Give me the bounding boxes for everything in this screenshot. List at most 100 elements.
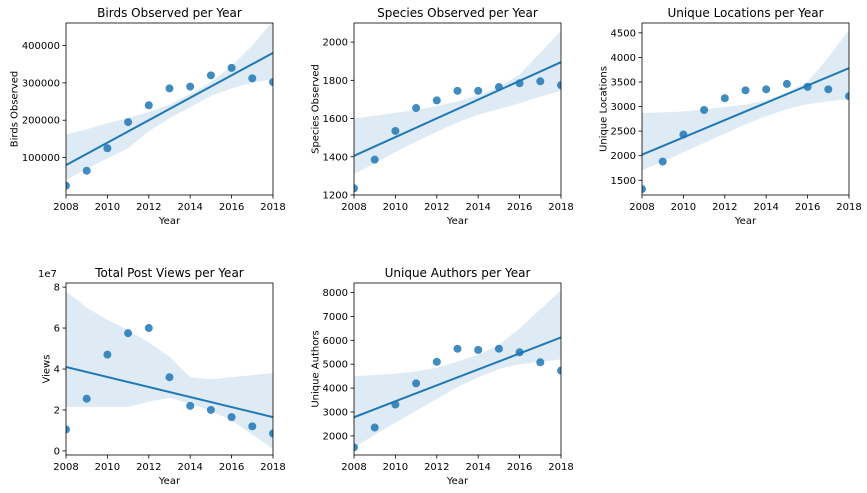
x-tick-label: 2008 — [341, 202, 366, 213]
y-tick-label: 7000 — [323, 312, 348, 323]
x-tick-label: 2014 — [177, 202, 202, 213]
data-point — [432, 96, 441, 105]
y-tick-label: 2 — [54, 405, 60, 416]
data-point — [494, 83, 503, 92]
data-point — [370, 423, 379, 432]
x-tick-label: 2008 — [53, 202, 78, 213]
y-axis-label: Unique Locations — [598, 66, 609, 152]
y-tick-label: 200000 — [22, 116, 60, 127]
data-point — [103, 350, 112, 359]
regression-line — [642, 67, 849, 156]
x-tick-label: 2008 — [629, 202, 654, 213]
chart-title: Unique Locations per Year — [667, 6, 823, 20]
data-point — [515, 79, 524, 88]
x-tick-label: 2010 — [95, 202, 120, 213]
data-point — [354, 443, 358, 452]
scale-offset-label: 1e7 — [38, 269, 57, 280]
data-point — [741, 86, 750, 95]
data-point — [412, 379, 421, 388]
x-tick-label: 2018 — [260, 462, 285, 473]
x-tick-label: 2018 — [836, 202, 861, 213]
data-point — [186, 82, 195, 91]
regression-line — [354, 336, 561, 419]
data-point — [269, 429, 273, 438]
x-axis-label: Year — [734, 216, 757, 227]
data-point — [227, 413, 236, 422]
confidence-band — [66, 291, 273, 449]
data-point — [845, 92, 849, 101]
data-point — [536, 358, 545, 367]
y-tick-label: 1400 — [323, 152, 348, 163]
y-tick-label: 6000 — [323, 336, 348, 347]
data-point — [124, 329, 133, 338]
axes-frame — [65, 22, 274, 196]
chart-panel-1: 2008 2010 2012 2014 2016 2018 100000 200000 3000… — [10, 6, 286, 227]
regression-line — [66, 365, 273, 419]
x-tick-label: 2014 — [465, 202, 490, 213]
data-point — [248, 422, 257, 431]
y-tick-label: 1500 — [611, 176, 636, 187]
y-axis-label: Birds Observed — [10, 71, 21, 147]
data-point — [391, 400, 400, 409]
y-tick-label: 5000 — [323, 360, 348, 371]
data-point — [165, 84, 174, 93]
chart-panel-2: 2008 2010 2012 2014 2016 2018 1200 1400 1600 1800… — [310, 6, 573, 227]
data-point — [762, 85, 771, 94]
x-tick-label: 2012 — [712, 202, 737, 213]
x-tick-label: 2016 — [507, 462, 532, 473]
plot-area — [354, 30, 561, 193]
y-tick-label: 6 — [54, 324, 60, 335]
y-tick-label: 2500 — [611, 127, 636, 138]
y-tick-label: 8 — [54, 283, 60, 294]
data-point — [536, 77, 545, 86]
confidence-band — [354, 30, 561, 174]
x-tick-label: 2016 — [219, 462, 244, 473]
data-point — [412, 104, 421, 113]
data-point — [370, 155, 379, 164]
y-axis-label: Views — [42, 355, 53, 384]
x-tick-label: 2012 — [136, 462, 161, 473]
data-point — [474, 86, 483, 95]
chart-panel-4: 2008 2010 2012 2014 2016 2018 0 2 4 6 8 Total Post … — [38, 266, 286, 487]
axes-frame — [353, 22, 562, 196]
y-tick-label: 8000 — [323, 288, 348, 299]
y-tick-label: 4000 — [611, 53, 636, 64]
x-axis-label: Year — [446, 216, 469, 227]
data-point — [248, 74, 257, 83]
data-point — [206, 405, 215, 414]
data-point — [642, 185, 646, 194]
y-tick-label: 3000 — [611, 102, 636, 113]
y-tick-label: 300000 — [22, 78, 60, 89]
y-tick-label: 2000 — [323, 38, 348, 49]
x-axis-label: Year — [446, 476, 469, 487]
x-tick-label: 2008 — [341, 462, 366, 473]
data-point — [679, 130, 688, 139]
data-point — [453, 344, 462, 353]
data-point — [186, 401, 195, 410]
data-point — [144, 324, 153, 333]
data-point — [700, 105, 709, 114]
data-point — [269, 78, 273, 87]
data-point — [658, 157, 667, 166]
data-point — [782, 79, 791, 88]
axes-frame — [641, 22, 850, 196]
y-tick-label: 0 — [54, 446, 60, 457]
y-tick-label: 400000 — [22, 41, 60, 52]
x-tick-label: 2018 — [548, 462, 573, 473]
y-tick-label: 4000 — [323, 384, 348, 395]
x-tick-label: 2018 — [548, 202, 573, 213]
plot-area — [354, 290, 561, 452]
y-tick-label: 4 — [54, 365, 60, 376]
x-tick-label: 2012 — [136, 202, 161, 213]
confidence-band — [354, 290, 561, 448]
chart-panel-5: 2008 2010 2012 2014 2016 2018 2000 3000 4000 5000… — [310, 266, 573, 487]
y-tick-label: 3500 — [611, 77, 636, 88]
plot-area — [66, 291, 273, 449]
plot-area — [66, 23, 273, 190]
x-tick-label: 2010 — [383, 462, 408, 473]
chart-panel-3: 2008 2010 2012 2014 2016 2018 1500 2000 2500 3000… — [598, 6, 861, 227]
data-point — [82, 394, 91, 403]
axes-frame — [353, 282, 562, 456]
data-point — [103, 144, 112, 153]
data-point — [391, 126, 400, 135]
